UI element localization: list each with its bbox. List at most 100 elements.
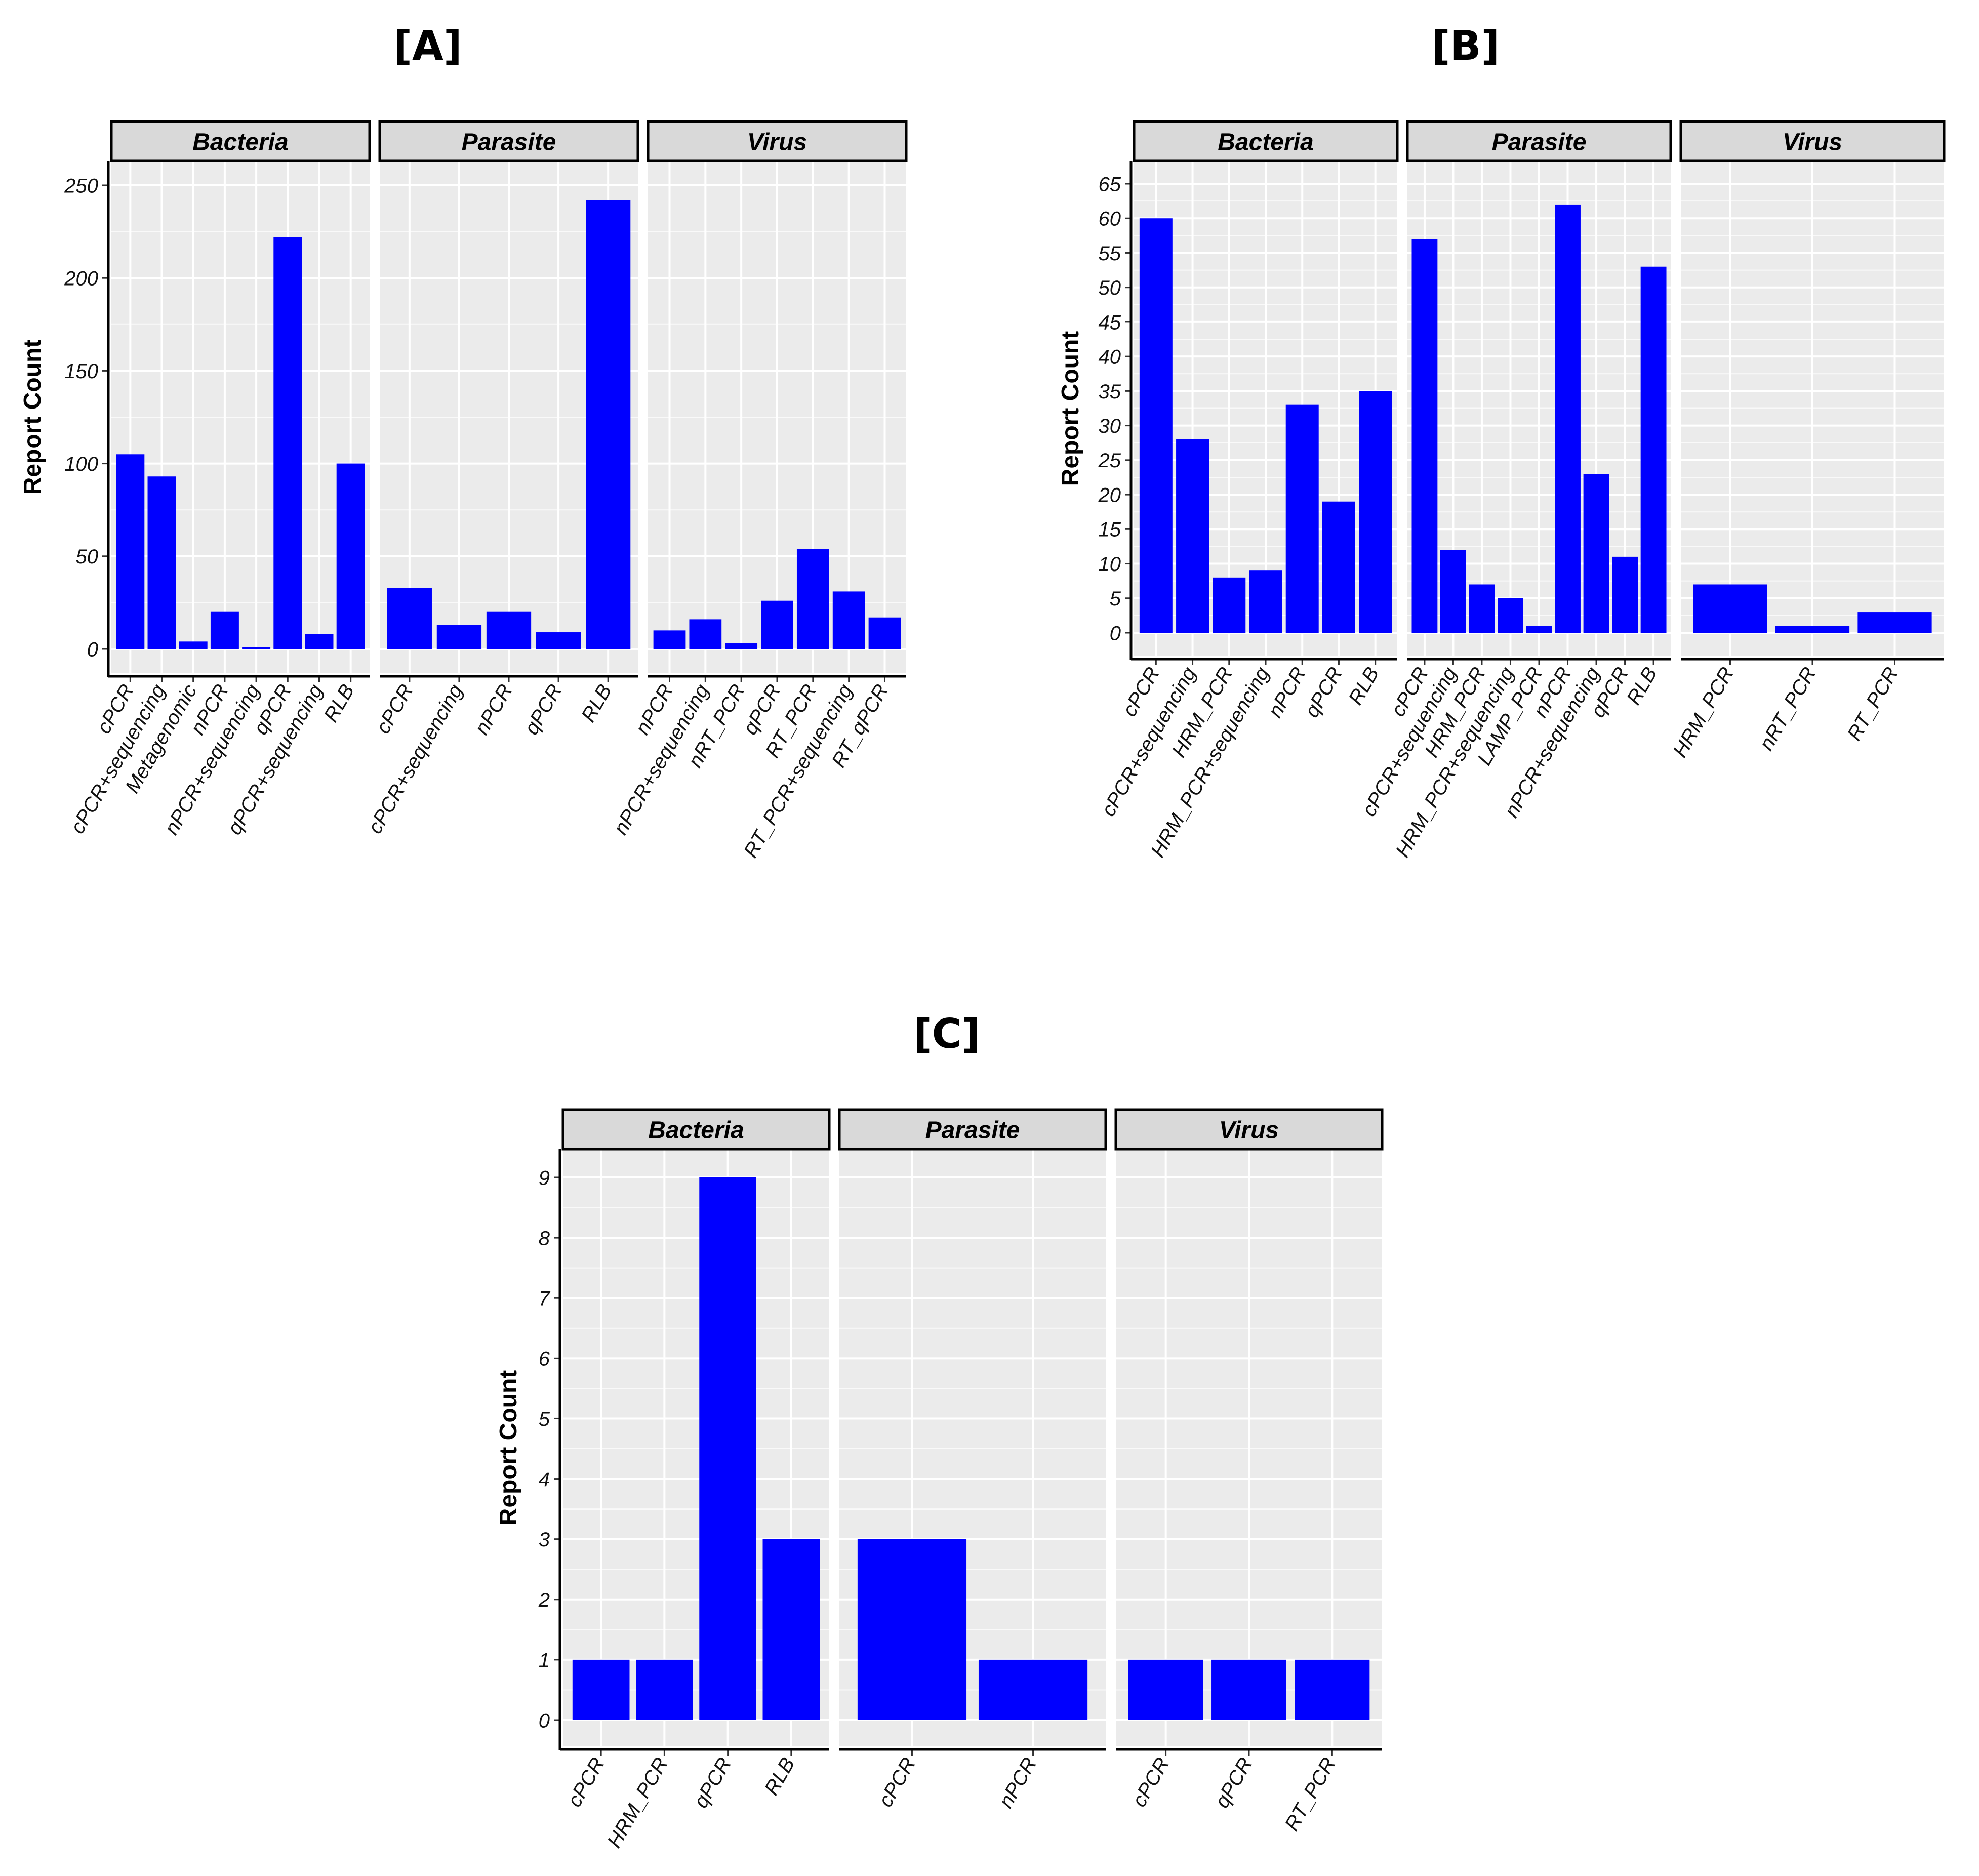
chart-title: [B] [1432, 22, 1500, 69]
facet-strip-label: Parasite [1492, 129, 1587, 155]
facet-strip [1406, 120, 1672, 162]
facet-strip [561, 1108, 831, 1151]
x-category-label: RT_PCR [1280, 1754, 1340, 1835]
y-tick-label: 2 [538, 1589, 550, 1611]
y-tick-label: 9 [539, 1167, 550, 1189]
y-tick-label: 7 [539, 1288, 551, 1310]
facet-strip-label: Virus [747, 129, 807, 155]
x-category-label: RLB [319, 681, 358, 726]
y-tick-label: 6 [539, 1348, 550, 1370]
bar-parasite-qpcr [536, 632, 581, 649]
facet-strip [1679, 120, 1946, 162]
x-category-label: qPCR [1210, 1754, 1257, 1812]
bar-bacteria-qpcr [273, 237, 302, 649]
y-tick-label: 4 [539, 1469, 550, 1491]
facet-strip [647, 120, 908, 162]
bar-virus-npcr-sequencing [689, 619, 722, 649]
y-tick-label: 65 [1099, 173, 1121, 195]
y-tick-label: 30 [1099, 415, 1121, 437]
y-tick-label: 15 [1099, 519, 1121, 541]
bar-bacteria-npcr [210, 611, 239, 649]
facet-bacteria: cPCRcPCR+sequencingHRM_PCRHRM_PCR+sequen… [1097, 120, 1399, 861]
bar-parasite-cpcr [857, 1539, 967, 1720]
y-tick-label: 0 [87, 638, 98, 661]
x-category-label: qPCR [1301, 664, 1347, 721]
bar-virus-rt-pcr-sequencing [832, 591, 865, 649]
x-category-label: nPCR [470, 681, 516, 739]
y-tick-label: 50 [76, 546, 99, 568]
y-tick-label: 50 [1099, 277, 1121, 299]
bar-parasite-qpcr [1612, 556, 1638, 633]
facet-virus: HRM_PCR nRT_PCR RT_PCR Virus [1669, 120, 1946, 761]
bar-bacteria-qpcr [699, 1177, 756, 1720]
facet-parasite: cPCR nPCR Parasite [838, 1108, 1107, 1812]
y-tick-label: 0 [539, 1709, 550, 1732]
chart-a: [A]Report Count050100150200250cPCRcPCR+s… [19, 22, 908, 862]
bar-bacteria-cpcr-sequencing [1176, 439, 1209, 633]
bar-bacteria-hrm-pcr-sequencing [1249, 570, 1282, 633]
bar-virus-qpcr [1211, 1659, 1286, 1720]
x-category-label: HRM_PCR [603, 1754, 672, 1852]
x-category-label: nPCR [995, 1754, 1041, 1812]
bar-bacteria-npcr [1285, 404, 1319, 633]
facet-strip-label: Parasite [462, 129, 556, 155]
x-category-label: RT_PCR [1843, 664, 1903, 745]
y-tick-label: 100 [64, 453, 98, 475]
y-tick-label: 60 [1099, 208, 1121, 230]
facet-strip-label: Virus [1783, 129, 1842, 155]
x-category-label: qPCR [690, 1754, 736, 1812]
bar-parasite-rlb [1640, 266, 1667, 633]
x-category-label: nRT_PCR [1755, 664, 1821, 754]
x-category-label: RLB [1623, 664, 1662, 709]
bar-parasite-npcr-sequencing [1583, 474, 1609, 633]
x-category-label: RLB [760, 1754, 799, 1799]
facet-strip-label: Parasite [925, 1117, 1020, 1144]
y-tick-label: 1 [539, 1649, 550, 1671]
bar-bacteria-cpcr [116, 454, 145, 649]
bar-bacteria-rlb [336, 463, 365, 649]
x-category-label: cPCR [563, 1754, 609, 1811]
chart-title: [A] [393, 22, 462, 69]
x-category-label: cPCR [1128, 1754, 1174, 1811]
y-tick-label: 35 [1099, 381, 1121, 403]
bar-virus-qpcr [761, 600, 793, 649]
x-category-label: RLB [1344, 664, 1383, 709]
bar-parasite-cpcr-sequencing [1440, 550, 1466, 633]
facet-strip [378, 120, 639, 162]
bar-bacteria-hrm-pcr [1213, 577, 1246, 633]
chart-title: [C] [913, 1010, 980, 1057]
y-tick-label: 200 [64, 268, 98, 290]
bar-parasite-npcr [1555, 204, 1581, 633]
x-category-label: qPCR [520, 681, 566, 739]
y-tick-label: 5 [539, 1408, 550, 1431]
y-tick-label: 150 [64, 360, 98, 383]
bar-virus-nrt-pcr [725, 643, 758, 649]
x-category-label: nPCR [1264, 664, 1310, 721]
facet-bacteria: cPCRcPCR+sequencingMetagenomicnPCRnPCR+s… [66, 120, 371, 838]
bar-bacteria-cpcr [1139, 218, 1173, 633]
bar-virus-rt-pcr [1295, 1659, 1370, 1720]
facet-strip [1114, 1108, 1384, 1151]
facet-strip [1133, 120, 1399, 162]
bar-virus-npcr [653, 630, 686, 649]
facet-strip [110, 120, 371, 162]
bar-parasite-cpcr-sequencing [436, 625, 482, 649]
bar-virus-rt-pcr [796, 549, 829, 649]
y-tick-label: 250 [64, 175, 98, 197]
x-category-label: cPCR [874, 1754, 920, 1811]
bar-bacteria-qpcr-sequencing [305, 634, 334, 649]
y-tick-label: 3 [539, 1529, 550, 1551]
bar-virus-cpcr [1128, 1659, 1203, 1720]
y-tick-label: 40 [1099, 346, 1121, 369]
x-category-label: HRM_PCR [1669, 664, 1738, 761]
facet-strip-label: Virus [1219, 1117, 1279, 1144]
bar-bacteria-rlb [762, 1539, 820, 1720]
y-tick-label: 5 [1110, 588, 1121, 610]
bar-parasite-cpcr [1411, 239, 1438, 633]
bar-virus-rt-pcr [1857, 612, 1932, 633]
bar-parasite-lamp-pcr [1526, 626, 1552, 633]
